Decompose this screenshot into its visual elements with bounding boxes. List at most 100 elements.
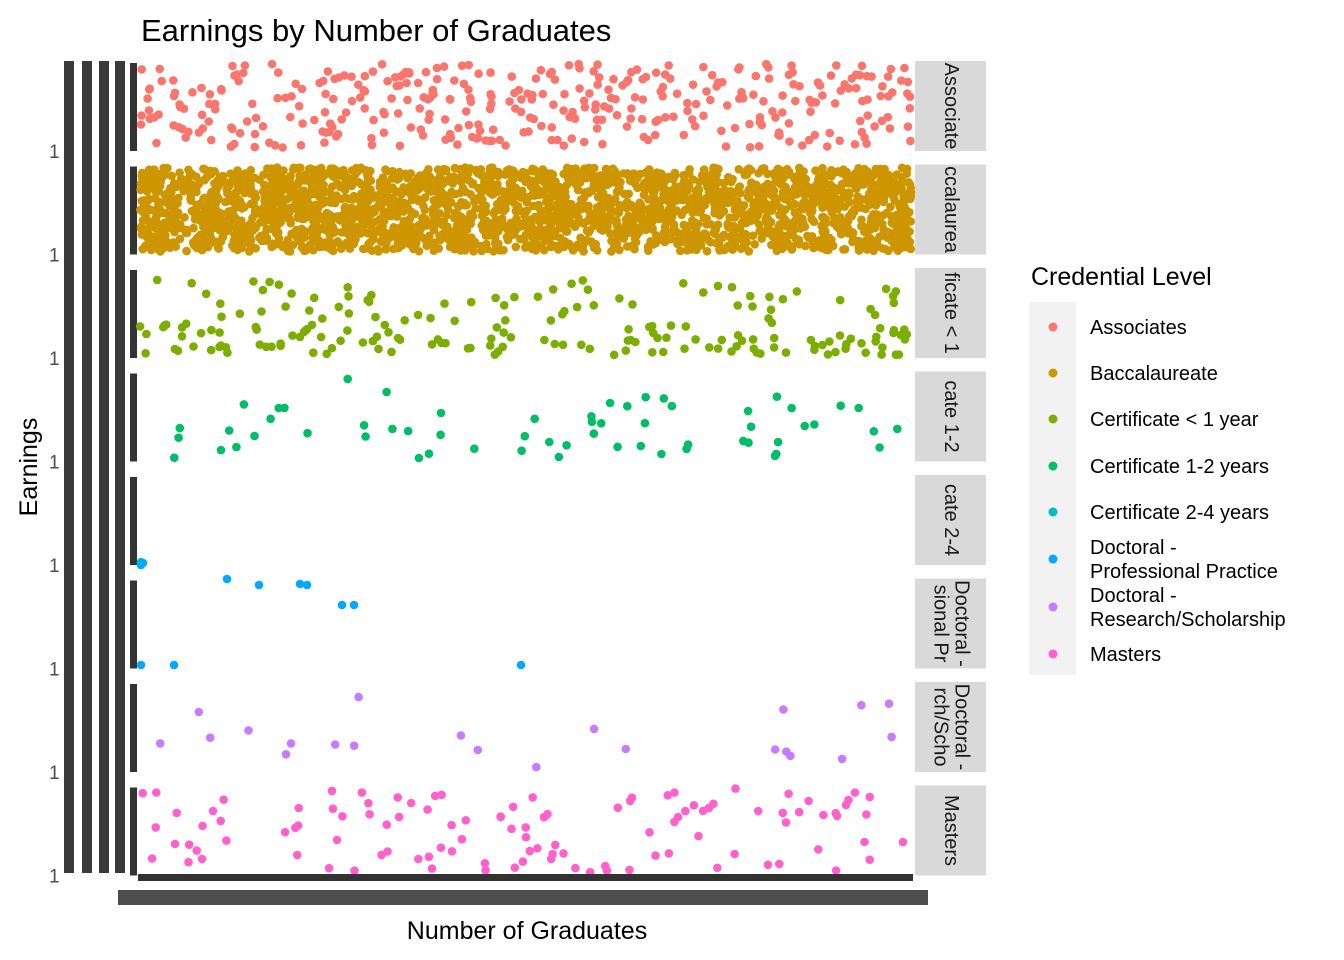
data-point (199, 212, 208, 221)
data-point (819, 810, 828, 820)
data-point (437, 338, 446, 348)
data-point (155, 739, 165, 748)
data-point (327, 786, 337, 796)
data-point (887, 212, 896, 221)
data-point (735, 182, 745, 191)
data-point (499, 206, 509, 216)
data-point (232, 187, 241, 197)
data-point (292, 225, 301, 235)
data-point (328, 804, 338, 813)
data-point (237, 178, 246, 187)
data-point (543, 809, 552, 819)
data-point (865, 792, 874, 802)
data-point (199, 164, 208, 174)
data-point (589, 429, 599, 438)
data-point (367, 140, 377, 150)
data-point (205, 733, 215, 742)
data-point (823, 350, 833, 359)
data-point (251, 322, 261, 332)
data-point (427, 175, 437, 184)
data-point (206, 211, 215, 221)
data-point (622, 122, 632, 131)
data-point (576, 243, 585, 253)
data-point (259, 180, 269, 190)
data-point (347, 72, 356, 81)
data-point (141, 211, 150, 220)
data-point (382, 387, 391, 397)
data-point (888, 291, 898, 301)
data-point (138, 244, 147, 254)
data-point (860, 164, 869, 174)
panel-background (138, 682, 913, 772)
data-point (274, 68, 283, 77)
data-point (807, 214, 816, 224)
data-point (526, 215, 535, 224)
data-point (818, 240, 827, 249)
data-point (844, 188, 854, 197)
data-point (862, 810, 871, 819)
data-point (208, 806, 218, 816)
data-point (670, 788, 679, 797)
data-point (661, 113, 670, 122)
data-point (784, 119, 794, 128)
data-point (393, 109, 403, 118)
data-point (623, 169, 632, 178)
data-point (850, 181, 860, 190)
data-point (648, 224, 657, 233)
data-point (436, 430, 445, 440)
data-point (851, 83, 861, 93)
data-point (898, 178, 907, 187)
data-point (321, 238, 331, 247)
data-point (436, 235, 445, 245)
data-point (886, 202, 895, 212)
data-point (589, 176, 598, 186)
data-point (534, 174, 543, 184)
data-point (727, 282, 737, 292)
y-axis-title: Earnings (15, 418, 43, 517)
data-point (548, 170, 558, 179)
data-point (676, 246, 685, 256)
facet-panel: 1 Doctoral -sional Pr (49, 558, 986, 681)
data-point (136, 205, 145, 215)
data-point (323, 67, 333, 76)
data-point (321, 89, 330, 99)
facet-strip (915, 682, 986, 772)
data-point (567, 204, 577, 213)
data-point (366, 166, 375, 176)
data-point (664, 849, 674, 858)
legend: Credential Level Associates Baccalaureate… (1029, 263, 1286, 675)
data-point (291, 79, 301, 89)
data-point (194, 707, 204, 717)
data-point (559, 849, 568, 858)
data-point (251, 244, 260, 253)
data-point (778, 91, 787, 100)
data-point (580, 103, 590, 112)
data-point (605, 398, 615, 408)
data-point (395, 141, 405, 151)
data-point (511, 242, 521, 252)
data-point (888, 233, 897, 243)
legend-label: Associates (1090, 317, 1187, 339)
data-point (278, 143, 287, 152)
data-point (445, 94, 455, 104)
data-point (205, 90, 215, 99)
data-point (385, 205, 395, 214)
data-point (186, 182, 195, 191)
data-point (890, 240, 900, 249)
data-point (525, 846, 535, 856)
data-point (260, 194, 270, 204)
data-point (891, 181, 900, 191)
data-point (572, 173, 582, 182)
data-point (450, 316, 460, 326)
data-point (215, 225, 224, 235)
data-point (865, 200, 874, 210)
data-point (862, 245, 872, 254)
data-point (669, 112, 678, 121)
data-point (766, 305, 776, 315)
data-point (857, 127, 867, 137)
y-tick-label-stack (64, 61, 74, 873)
data-point (857, 215, 866, 224)
data-point (367, 290, 376, 300)
data-point (855, 70, 865, 80)
data-point (384, 328, 393, 337)
